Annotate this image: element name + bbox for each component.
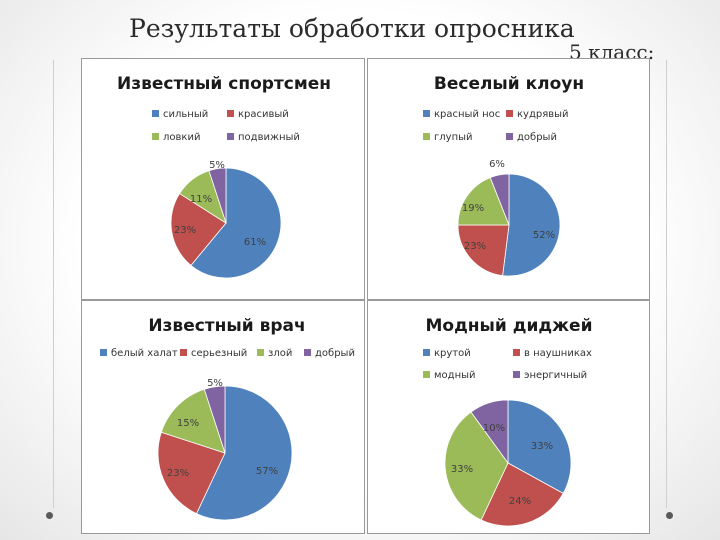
data-label: 61% — [244, 237, 266, 248]
pie-slice — [157, 431, 226, 515]
right-rail-line — [666, 60, 667, 508]
data-label: 10% — [483, 423, 505, 434]
legend-label: сильный — [163, 109, 208, 120]
pie-slice — [195, 385, 293, 521]
legend-swatch — [152, 110, 159, 117]
legend-label: модный — [434, 370, 476, 381]
data-label: 23% — [174, 225, 196, 236]
chart-title: Веселый клоун — [434, 74, 584, 94]
legend-swatch — [180, 349, 187, 356]
legend-swatch — [227, 110, 234, 117]
slide-title: Результаты обработки опросника — [129, 14, 575, 43]
legend-label: злой — [268, 348, 292, 359]
legend-swatch — [227, 133, 234, 140]
legend-swatch — [423, 349, 430, 356]
pie-slice — [457, 224, 510, 277]
legend-label: красивый — [238, 109, 289, 120]
chart-panel-doctor: Известный врач белый халат серьезный злой до… — [81, 300, 365, 534]
legend-swatch — [257, 349, 264, 356]
legend-swatch — [152, 133, 159, 140]
pie-slice — [480, 462, 564, 527]
chart-title: Известный спортсмен — [117, 74, 331, 94]
legend-label: ловкий — [163, 132, 200, 143]
left-rail-line — [53, 60, 54, 508]
legend-label: энергичный — [524, 370, 587, 381]
legend-swatch — [513, 371, 520, 378]
data-label: 52% — [533, 230, 555, 241]
legend-label: серьезный — [191, 348, 247, 359]
pie-slice — [444, 411, 509, 521]
pie-slice — [208, 167, 227, 224]
data-label: 23% — [464, 241, 486, 252]
legend-label: глупый — [434, 132, 473, 143]
data-label: 5% — [207, 378, 223, 389]
legend-swatch — [304, 349, 311, 356]
data-label: 11% — [190, 194, 212, 205]
data-label: 24% — [509, 496, 531, 507]
chart-panel-dj: Модный диджей крутой в наушниках модный энер… — [367, 300, 650, 534]
data-label: 19% — [462, 203, 484, 214]
chart-title: Модный диджей — [425, 316, 592, 336]
legend-swatch — [423, 110, 430, 117]
pie-slice — [470, 399, 509, 465]
legend-label: добрый — [517, 132, 557, 143]
legend-label: белый халат — [111, 348, 178, 359]
data-label: 33% — [451, 464, 473, 475]
data-label: 23% — [167, 468, 189, 479]
legend-label: кудрявый — [517, 109, 569, 120]
pie-slice — [190, 167, 282, 279]
legend-label: крутой — [434, 348, 471, 359]
legend-swatch — [100, 349, 107, 356]
data-label: 57% — [256, 466, 278, 477]
chart-doctor: Известный врач белый халат серьезный злой до… — [100, 316, 355, 521]
legend-swatch — [423, 371, 430, 378]
legend-swatch — [506, 133, 513, 140]
data-label: 33% — [531, 441, 553, 452]
chart-panel-clown: Веселый клоун красный нос кудрявый глупый до… — [367, 58, 650, 300]
legend-swatch — [423, 133, 430, 140]
legend-label: в наушниках — [524, 348, 592, 359]
chart-panel-athlete: Известный спортсмен сильный красивый ловкий… — [81, 58, 365, 300]
legend-swatch — [513, 349, 520, 356]
right-bullet-dot — [666, 512, 673, 519]
pie-slice — [457, 177, 510, 226]
chart-athlete: Известный спортсмен сильный красивый ловкий… — [117, 74, 331, 279]
left-bullet-dot — [46, 512, 53, 519]
pie-slice — [502, 173, 561, 277]
pie-slice — [507, 399, 572, 494]
data-label: 6% — [489, 159, 505, 170]
legend-label: подвижный — [238, 132, 300, 143]
legend-label: красный нос — [434, 109, 500, 120]
chart-clown: Веселый клоун красный нос кудрявый глупый до… — [423, 74, 584, 277]
chart-dj: Модный диджей крутой в наушниках модный энер… — [423, 316, 593, 527]
data-label: 15% — [177, 418, 199, 429]
legend-label: добрый — [315, 348, 355, 359]
pie-slice — [203, 385, 226, 454]
chart-title: Известный врач — [148, 316, 305, 336]
legend-swatch — [506, 110, 513, 117]
data-label: 5% — [209, 160, 225, 171]
pie-slice — [170, 192, 227, 266]
pie-slice — [489, 173, 510, 226]
